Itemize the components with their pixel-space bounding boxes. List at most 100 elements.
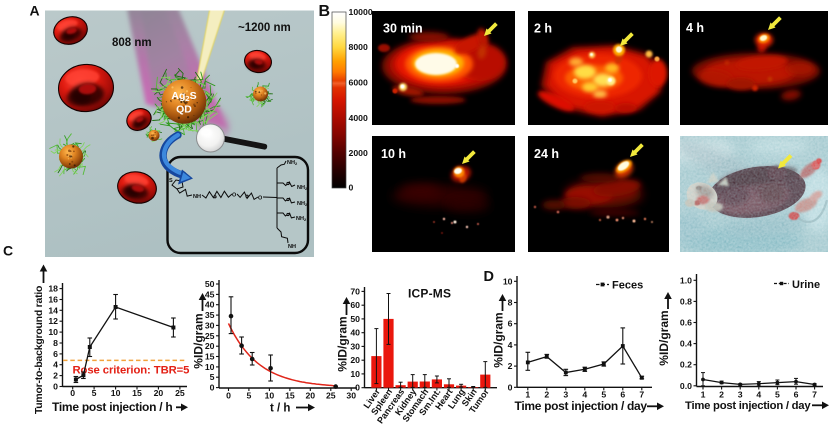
svg-text:40: 40 xyxy=(350,328,360,338)
svg-text:O: O xyxy=(232,193,237,199)
svg-text:30: 30 xyxy=(346,390,356,400)
svg-text:0.0: 0.0 xyxy=(680,381,692,391)
svg-text:4: 4 xyxy=(582,389,587,399)
svg-text:3: 3 xyxy=(563,389,568,399)
svg-text:5: 5 xyxy=(92,388,97,398)
svg-text:NH2: NH2 xyxy=(287,160,298,166)
svg-text:2 h: 2 h xyxy=(534,22,552,36)
svg-text:0.6: 0.6 xyxy=(680,318,692,328)
svg-text:60: 60 xyxy=(350,300,360,310)
svg-text:D: D xyxy=(484,269,494,285)
svg-text:1: 1 xyxy=(701,390,706,400)
svg-text:NH2: NH2 xyxy=(297,201,308,207)
svg-text:30: 30 xyxy=(205,320,215,330)
svg-text:0: 0 xyxy=(349,183,354,193)
svg-text:~1200 nm: ~1200 nm xyxy=(238,22,291,34)
svg-text:0: 0 xyxy=(355,383,360,393)
svg-text:0: 0 xyxy=(70,388,75,398)
svg-text:A: A xyxy=(30,3,40,19)
svg-text:B: B xyxy=(319,3,331,20)
svg-text:%ID/gram: %ID/gram xyxy=(657,310,671,365)
svg-text:15: 15 xyxy=(285,390,295,400)
svg-text:25: 25 xyxy=(205,331,215,341)
svg-text:20: 20 xyxy=(350,355,360,365)
svg-text:4000: 4000 xyxy=(349,113,368,123)
svg-text:t / h: t / h xyxy=(270,403,290,415)
svg-text:10: 10 xyxy=(48,327,58,337)
svg-text:0.2: 0.2 xyxy=(680,360,692,370)
svg-text:Time post injection / day: Time post injection / day xyxy=(515,399,648,413)
svg-text:7: 7 xyxy=(639,389,644,399)
svg-text:20: 20 xyxy=(154,388,164,398)
svg-text:45: 45 xyxy=(205,289,215,299)
svg-text:4: 4 xyxy=(756,390,761,400)
svg-text:S: S xyxy=(169,178,173,184)
svg-text:0: 0 xyxy=(210,383,215,393)
svg-text:6: 6 xyxy=(508,319,513,329)
svg-text:NH2: NH2 xyxy=(296,216,307,222)
svg-text:6: 6 xyxy=(53,349,58,359)
svg-text:6000: 6000 xyxy=(349,77,368,87)
svg-text:10: 10 xyxy=(265,390,275,400)
svg-text:7: 7 xyxy=(812,390,817,400)
svg-text:4: 4 xyxy=(508,340,513,350)
svg-text:8: 8 xyxy=(53,338,58,348)
svg-text:35: 35 xyxy=(205,310,215,320)
svg-text:QD: QD xyxy=(176,104,192,116)
svg-text:30 min: 30 min xyxy=(383,22,423,36)
svg-text:8: 8 xyxy=(508,298,513,308)
svg-text:C: C xyxy=(3,243,13,259)
svg-text:3: 3 xyxy=(738,390,743,400)
svg-text:5: 5 xyxy=(246,390,251,400)
svg-text:10: 10 xyxy=(350,369,360,379)
svg-text:24 h: 24 h xyxy=(534,147,559,161)
svg-text:0.4: 0.4 xyxy=(680,339,692,349)
svg-text:5: 5 xyxy=(775,390,780,400)
svg-text:2000: 2000 xyxy=(349,148,368,158)
svg-text:0.8: 0.8 xyxy=(680,296,692,306)
svg-text:5: 5 xyxy=(601,389,606,399)
svg-text:Time post injection / h: Time post injection / h xyxy=(52,400,172,414)
svg-text:8000: 8000 xyxy=(349,42,368,52)
svg-text:Ag2S: Ag2S xyxy=(171,90,196,103)
svg-text:25: 25 xyxy=(175,388,185,398)
svg-text:2: 2 xyxy=(719,390,724,400)
svg-text:2: 2 xyxy=(544,389,549,399)
svg-text:Time post injection / day: Time post injection / day xyxy=(685,400,811,412)
svg-text:10: 10 xyxy=(111,388,121,398)
svg-text:50: 50 xyxy=(205,279,215,289)
svg-text:30: 30 xyxy=(350,341,360,351)
svg-text:15: 15 xyxy=(132,388,142,398)
svg-text:50: 50 xyxy=(350,314,360,324)
svg-text:0: 0 xyxy=(226,390,231,400)
svg-text:Tumor-to-background ratio: Tumor-to-background ratio xyxy=(33,286,45,414)
svg-text:1.0: 1.0 xyxy=(680,275,692,285)
svg-text:20: 20 xyxy=(305,390,315,400)
svg-text:%ID/gram: %ID/gram xyxy=(336,316,350,371)
svg-text:808 nm: 808 nm xyxy=(112,37,152,49)
svg-text:ICP-MS: ICP-MS xyxy=(408,287,451,301)
svg-text:70: 70 xyxy=(350,286,360,296)
svg-text:4: 4 xyxy=(53,360,58,370)
svg-text:%ID/gram: %ID/gram xyxy=(492,312,506,367)
svg-text:0: 0 xyxy=(53,382,58,392)
svg-text:Urine: Urine xyxy=(792,279,820,291)
svg-text:10 h: 10 h xyxy=(381,147,406,161)
svg-text:5: 5 xyxy=(210,372,215,382)
svg-text:15: 15 xyxy=(205,352,215,362)
svg-text:0: 0 xyxy=(508,382,513,392)
svg-text:Rose criterion: TBR=5: Rose criterion: TBR=5 xyxy=(73,365,190,377)
svg-text:Feces: Feces xyxy=(612,280,643,292)
svg-text:40: 40 xyxy=(205,300,215,310)
svg-text:10000: 10000 xyxy=(349,7,373,17)
svg-text:%ID/gram: %ID/gram xyxy=(192,313,206,368)
svg-text:16: 16 xyxy=(48,295,58,305)
svg-text:18: 18 xyxy=(48,284,58,294)
svg-text:2: 2 xyxy=(53,371,58,381)
svg-text:10: 10 xyxy=(205,362,215,372)
svg-text:NH: NH xyxy=(193,194,201,200)
svg-text:12: 12 xyxy=(48,316,58,326)
svg-text:20: 20 xyxy=(205,341,215,351)
svg-text:10: 10 xyxy=(503,276,513,286)
svg-text:25: 25 xyxy=(326,390,336,400)
